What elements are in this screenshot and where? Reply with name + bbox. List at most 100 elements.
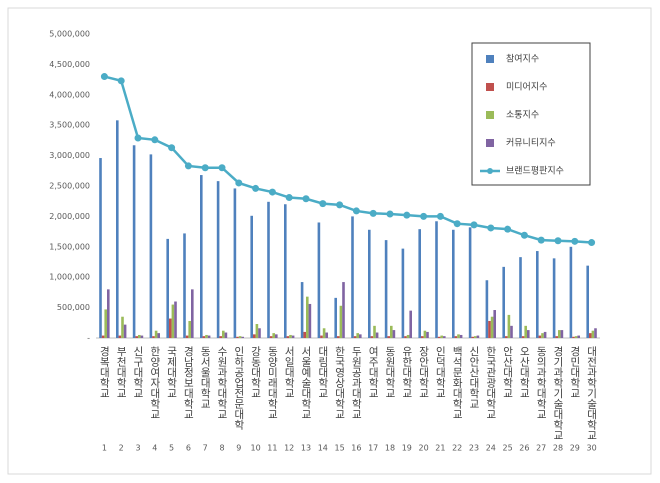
rank-label: 21 xyxy=(435,444,445,453)
bar xyxy=(507,314,511,338)
bar xyxy=(272,333,275,338)
rank-label: 11 xyxy=(267,444,277,453)
bar xyxy=(536,251,539,338)
line-marker xyxy=(487,224,495,232)
legend-marker xyxy=(487,168,493,174)
bar xyxy=(401,248,405,338)
x-tick-label: 오산대학교 xyxy=(518,346,530,399)
bar xyxy=(370,336,374,338)
rank-label: 22 xyxy=(452,444,462,453)
bar xyxy=(157,333,160,338)
bar xyxy=(577,335,580,338)
bar xyxy=(490,316,494,338)
bar xyxy=(390,325,393,338)
bar xyxy=(286,336,290,338)
bar xyxy=(121,316,124,338)
bar xyxy=(101,335,105,338)
legend-label: 미디어지수 xyxy=(506,82,547,93)
line-marker xyxy=(268,188,276,196)
bar xyxy=(171,304,175,338)
bar xyxy=(406,334,410,338)
rank-label: 8 xyxy=(219,444,224,453)
x-tick-label: 백석문화대학교 xyxy=(451,346,463,420)
line-marker xyxy=(470,221,478,229)
bar xyxy=(202,336,206,338)
x-tick-label: 부천대학교 xyxy=(115,346,127,399)
bar xyxy=(502,266,505,338)
rank-label: 13 xyxy=(301,444,311,453)
bar xyxy=(594,328,597,338)
x-tick-label: 동원대학교 xyxy=(384,346,396,399)
line-marker xyxy=(302,195,310,203)
rank-label: 12 xyxy=(284,444,294,453)
line-marker xyxy=(319,200,327,208)
legend-label: 소통지수 xyxy=(506,110,539,121)
bar xyxy=(353,336,357,338)
bar xyxy=(488,320,491,338)
bar xyxy=(392,330,396,338)
bar xyxy=(320,335,323,338)
x-tick-label: 안산대학교 xyxy=(502,346,514,399)
bar xyxy=(435,221,438,338)
y-tick-label: 1,500,000 xyxy=(49,242,90,251)
bar xyxy=(375,332,379,338)
line-marker xyxy=(436,212,444,220)
bar xyxy=(527,330,530,338)
bar xyxy=(524,325,527,338)
x-tick-label: 한국영상대학교 xyxy=(334,346,346,420)
bar xyxy=(474,336,477,338)
x-tick-label: 한양여자대학교 xyxy=(149,346,161,420)
line-marker xyxy=(537,236,545,244)
bar xyxy=(418,229,421,338)
bar xyxy=(135,336,138,338)
bar xyxy=(359,334,362,338)
legend-label: 브랜드평판지수 xyxy=(506,166,564,177)
bar xyxy=(510,325,513,338)
bar xyxy=(493,310,496,338)
bar xyxy=(132,145,136,338)
bar xyxy=(337,336,340,338)
bar xyxy=(368,229,371,338)
bar xyxy=(275,334,278,338)
bar xyxy=(521,336,525,338)
rank-label: 9 xyxy=(236,444,241,453)
x-tick-label: 인하공업전문대학 xyxy=(233,346,245,431)
bar xyxy=(236,336,239,338)
line-marker xyxy=(134,134,142,142)
bar xyxy=(538,335,542,338)
legend-swatch xyxy=(486,55,494,63)
bar xyxy=(426,331,429,338)
bar xyxy=(166,238,169,338)
rank-label: 18 xyxy=(385,444,395,453)
rank-label: 15 xyxy=(335,444,345,453)
x-tick-label: 서울예술대학교 xyxy=(300,346,312,420)
x-tick-label: 동의과학대학교 xyxy=(535,346,547,420)
legend-swatch xyxy=(486,111,494,119)
rank-label: 19 xyxy=(402,444,412,453)
x-tick-label: 경복대학교 xyxy=(98,345,110,398)
x-tick-label: 동서울대학교 xyxy=(199,346,211,409)
bar xyxy=(574,336,578,338)
line-marker xyxy=(218,164,226,172)
bar xyxy=(250,215,253,338)
y-tick-label: 3,500,000 xyxy=(49,121,90,130)
line-marker xyxy=(386,210,394,218)
y-tick-label: 3,000,000 xyxy=(49,151,90,160)
x-tick-label: 경민대학교 xyxy=(569,345,581,398)
bar xyxy=(118,335,122,338)
y-tick-label: 1,000,000 xyxy=(49,273,90,282)
rank-label: 17 xyxy=(368,444,378,453)
bar xyxy=(505,336,508,338)
rank-label: 16 xyxy=(351,444,361,453)
line-marker xyxy=(369,209,377,217)
bar xyxy=(174,301,177,338)
bar xyxy=(104,309,107,338)
line-marker xyxy=(151,136,159,144)
line-marker xyxy=(235,179,243,187)
line-marker xyxy=(504,225,512,233)
bar xyxy=(152,336,155,338)
rank-label: 4 xyxy=(152,444,157,453)
bar xyxy=(325,332,328,338)
bar xyxy=(238,336,242,338)
bar xyxy=(300,282,304,338)
